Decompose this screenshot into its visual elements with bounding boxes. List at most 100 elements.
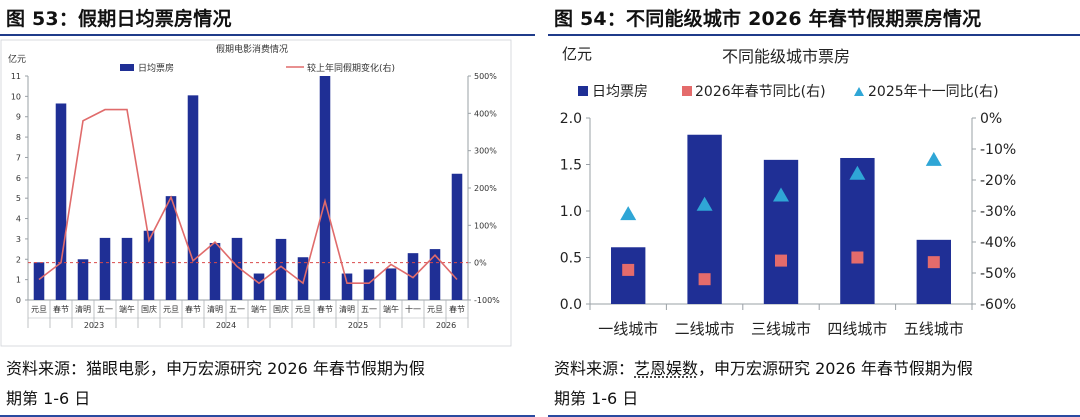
x-category-label: 元旦 xyxy=(31,305,47,314)
x-category-label: 春节 xyxy=(185,304,201,314)
y2-tick-label: 500% xyxy=(474,72,497,81)
marker-2026-spring-yoy xyxy=(927,256,940,269)
source-text-mid: ，申万宏源研究 2026 年春节假期为假 xyxy=(698,359,973,378)
y2-tick-label: 100% xyxy=(474,221,497,230)
y2-tick-label: 400% xyxy=(474,109,497,118)
marker-2025-national-day-yoy xyxy=(773,187,789,202)
bar-daily-box-office xyxy=(429,249,441,300)
x-category-label: 国庆 xyxy=(273,304,289,314)
x-year-label: 2025 xyxy=(348,321,368,330)
title-divider xyxy=(0,34,535,36)
legend-bar-label: 日均票房 xyxy=(138,62,174,74)
bar-daily-box-office xyxy=(165,196,177,300)
y-tick-label: 1.5 xyxy=(560,158,582,174)
y-tick-label: 1 xyxy=(16,276,21,285)
bar-daily-box-office xyxy=(363,269,375,300)
y2-tick-label: 0% xyxy=(474,259,487,268)
bar-daily-box-office xyxy=(341,273,353,300)
y-tick-label: 5 xyxy=(16,194,21,203)
y2-tick-label: -30% xyxy=(980,204,1016,220)
y-tick-label: 1.0 xyxy=(560,204,582,220)
x-year-label: 2024 xyxy=(216,321,236,330)
y2-tick-label: -20% xyxy=(980,173,1016,189)
marker-2026-spring-yoy xyxy=(851,251,864,264)
x-category-label: 二线城市 xyxy=(675,320,735,338)
chart-title: 假期电影消费情况 xyxy=(216,43,288,55)
chart-title: 不同能级城市票房 xyxy=(722,47,850,66)
bar-daily-box-office xyxy=(319,76,331,300)
unit-label: 亿元 xyxy=(562,45,592,63)
source-text-cont: 期第 1-6 日 xyxy=(6,389,91,408)
bar-daily-box-office xyxy=(451,173,463,300)
x-category-label: 五一 xyxy=(229,305,245,314)
yoy-change-line xyxy=(38,108,458,285)
y-tick-label: 10 xyxy=(11,92,21,101)
bar-daily-box-office xyxy=(253,273,265,300)
y-tick-label: 4 xyxy=(16,215,21,224)
bar-daily-box-office xyxy=(187,95,199,300)
x-category-label: 元旦 xyxy=(427,305,443,314)
legend-square-swatch xyxy=(682,86,692,96)
y-tick-label: 8 xyxy=(16,133,21,142)
x-category-label: 一线城市 xyxy=(598,320,658,338)
bar-daily-box-office xyxy=(143,230,155,300)
x-category-label: 元旦 xyxy=(163,305,179,314)
source-text: 资料来源： xyxy=(554,359,635,378)
x-category-label: 端午 xyxy=(383,304,399,314)
source-text: 资料来源：猫眼电影，申万宏源研究 2026 年春节假期为假 xyxy=(6,359,425,378)
legend-triangle-label: 2025年十一同比(右) xyxy=(868,84,999,100)
bar-daily-box-office xyxy=(99,237,111,300)
x-category-label: 五一 xyxy=(97,305,113,314)
marker-2026-spring-yoy xyxy=(775,254,787,267)
bar-daily-box-office xyxy=(209,242,221,300)
y2-tick-label: 300% xyxy=(474,147,497,156)
legend-triangle-swatch xyxy=(854,87,864,96)
bar-daily-box-office xyxy=(763,159,799,304)
bottom-divider xyxy=(548,415,1080,417)
left-figure-panel: 图 53：假期日均票房情况 亿元 假期电影消费情况 日均票房 较上年同假期变化(右) 0… xyxy=(0,0,535,417)
y-tick-label: 3 xyxy=(16,235,21,244)
bar-daily-box-office xyxy=(916,239,951,304)
y2-tick-label: 200% xyxy=(474,184,497,193)
y-tick-label: 2.0 xyxy=(560,111,582,127)
x-category-label: 三线城市 xyxy=(751,320,811,338)
y-tick-label: 9 xyxy=(16,113,21,122)
chart-frame xyxy=(0,39,512,347)
bar-daily-box-office xyxy=(275,238,287,300)
x-category-label: 春节 xyxy=(53,304,69,314)
x-year-label: 2026 xyxy=(436,321,456,330)
unit-label: 亿元 xyxy=(8,53,26,65)
source-text-cont: 期第 1-6 日 xyxy=(554,389,639,408)
y2-tick-label: -50% xyxy=(980,266,1016,282)
city-tier-box-office-chart: 亿元 不同能级城市票房 日均票房 2026年春节同比(右) 2025年十一同比(右) 0.… xyxy=(548,36,1080,352)
right-figure-panel: 图 54：不同能级城市 2026 年春节假期票房情况 亿元 不同能级城市票房日均票… xyxy=(548,0,1080,417)
bar-daily-box-office xyxy=(385,268,397,300)
bar-daily-box-office xyxy=(55,103,67,300)
x-category-label: 清明 xyxy=(339,304,355,314)
figure-54-title: 图 54：不同能级城市 2026 年春节假期票房情况 xyxy=(554,8,982,30)
legend-bar-swatch xyxy=(578,86,588,96)
x-category-label: 清明 xyxy=(207,304,223,314)
bar-daily-box-office xyxy=(33,262,45,300)
x-category-label: 五一 xyxy=(361,305,377,314)
x-category-label: 端午 xyxy=(251,304,267,314)
y2-tick-label: -10% xyxy=(980,142,1016,158)
x-year-label: 2023 xyxy=(84,321,104,330)
x-category-label: 端午 xyxy=(119,304,135,314)
y-tick-label: 7 xyxy=(16,153,21,162)
y2-tick-label: 0% xyxy=(980,111,1002,127)
y2-tick-label: -60% xyxy=(980,297,1016,313)
legend-bar-label: 日均票房 xyxy=(592,84,648,100)
marker-2025-national-day-yoy xyxy=(696,196,713,211)
holiday-box-office-chart: 亿元 假期电影消费情况 日均票房 较上年同假期变化(右) 0 1 2 3 4 5 6 7 8 9 10 11 -… xyxy=(0,36,535,352)
y2-tick-label: -100% xyxy=(474,296,500,305)
bar-daily-box-office xyxy=(77,259,89,300)
source-link-eniu[interactable]: 艺恩娱数 xyxy=(634,359,699,378)
x-category-label: 五线城市 xyxy=(904,320,964,338)
legend-line-label: 较上年同假期变化(右) xyxy=(307,62,395,74)
marker-2025-national-day-yoy xyxy=(620,206,637,221)
y-tick-label: 0.0 xyxy=(560,297,582,313)
y-tick-label: 6 xyxy=(16,174,21,183)
